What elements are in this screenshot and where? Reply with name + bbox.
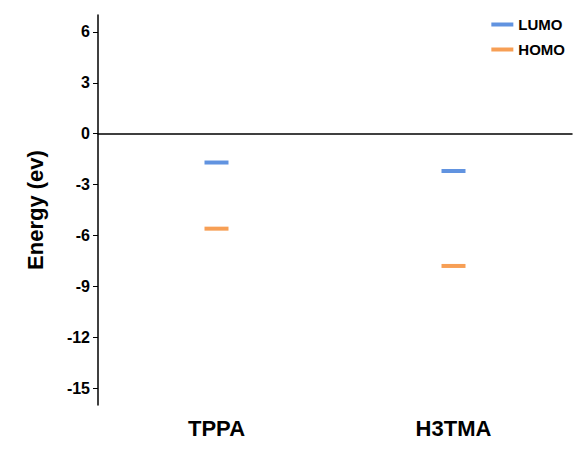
svg-text:-12: -12 [67,329,90,346]
svg-text:-15: -15 [67,380,90,397]
svg-text:-9: -9 [76,278,90,295]
svg-text:6: 6 [81,23,90,40]
svg-text:TPPA: TPPA [188,416,245,441]
svg-text:-3: -3 [76,176,90,193]
svg-text:0: 0 [81,125,90,142]
svg-text:HOMO: HOMO [518,41,565,58]
svg-text:Energy (ev): Energy (ev) [23,150,48,270]
svg-text:3: 3 [81,74,90,91]
svg-text:H3TMA: H3TMA [416,416,492,441]
svg-text:LUMO: LUMO [518,16,562,33]
svg-text:-6: -6 [76,227,90,244]
